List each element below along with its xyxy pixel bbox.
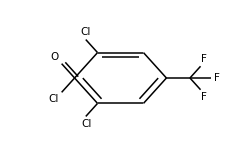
Text: O: O xyxy=(51,52,59,62)
Text: Cl: Cl xyxy=(48,94,59,104)
Text: F: F xyxy=(201,54,207,64)
Text: Cl: Cl xyxy=(80,27,91,37)
Text: Cl: Cl xyxy=(82,119,92,129)
Text: F: F xyxy=(214,73,220,83)
Text: F: F xyxy=(201,92,207,102)
